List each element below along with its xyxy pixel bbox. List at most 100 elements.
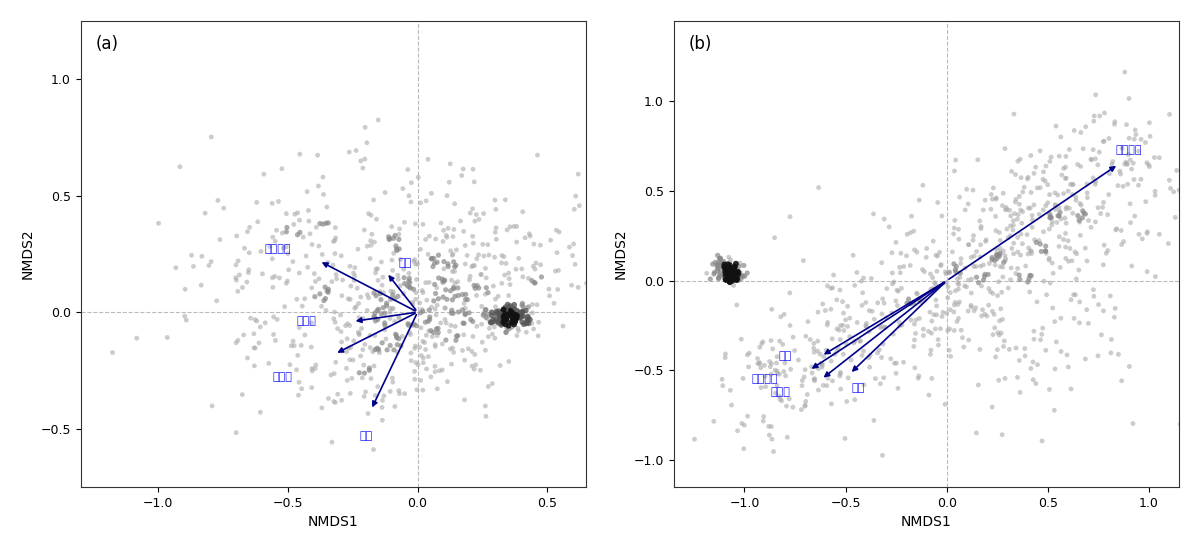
Point: [316, 294, 335, 303]
Point: [391, 282, 410, 290]
Point: [1051, 133, 1070, 141]
Point: [1036, 177, 1055, 185]
Point: [384, 288, 403, 296]
Point: [416, 345, 436, 354]
Point: [859, 354, 878, 362]
Point: [950, 192, 970, 201]
Point: [829, 343, 848, 352]
Point: [721, 386, 740, 395]
Point: [341, 282, 360, 290]
Point: [1030, 236, 1049, 245]
Point: [349, 299, 368, 308]
Point: [1010, 251, 1030, 260]
Point: [913, 265, 932, 274]
Point: [944, 307, 964, 316]
Point: [332, 396, 352, 405]
Point: [734, 444, 754, 453]
Point: [332, 292, 352, 300]
Point: [505, 310, 524, 319]
Point: [520, 229, 539, 238]
Point: [1050, 208, 1069, 217]
Point: [1132, 175, 1151, 184]
Point: [722, 275, 742, 284]
Point: [727, 268, 746, 277]
Point: [629, 212, 648, 221]
Point: [434, 265, 454, 273]
Point: [419, 352, 438, 361]
Point: [366, 292, 385, 300]
Point: [469, 250, 488, 259]
Point: [1072, 201, 1091, 210]
Point: [1042, 213, 1061, 222]
Point: [995, 251, 1014, 260]
Point: [859, 306, 878, 315]
Point: [863, 307, 882, 316]
Point: [506, 312, 526, 321]
Point: [311, 289, 330, 298]
Point: [385, 317, 404, 326]
Point: [952, 259, 971, 268]
Point: [365, 312, 384, 321]
Point: [445, 262, 464, 271]
Point: [239, 265, 258, 274]
Point: [752, 339, 772, 348]
Point: [1136, 197, 1156, 206]
Point: [384, 304, 403, 313]
Point: [770, 392, 790, 401]
Point: [784, 403, 803, 411]
Point: [1177, 81, 1196, 90]
Point: [486, 223, 505, 232]
Point: [803, 368, 822, 377]
Point: [647, 425, 666, 434]
Point: [736, 272, 755, 280]
Point: [419, 155, 438, 164]
Point: [1027, 238, 1046, 247]
Point: [436, 276, 455, 285]
Point: [481, 318, 500, 327]
Point: [1075, 210, 1094, 218]
Point: [266, 336, 286, 345]
Point: [738, 412, 757, 421]
Text: (b): (b): [689, 35, 713, 53]
Point: [492, 279, 511, 288]
Point: [251, 323, 270, 332]
Point: [491, 309, 510, 318]
Point: [739, 349, 758, 358]
Point: [324, 237, 343, 246]
Point: [366, 345, 385, 354]
Point: [337, 364, 356, 373]
Point: [1056, 174, 1075, 183]
Point: [565, 205, 584, 213]
Point: [713, 381, 732, 390]
Point: [235, 244, 254, 252]
Point: [954, 343, 973, 351]
Point: [1042, 212, 1061, 221]
Point: [228, 287, 247, 296]
Point: [854, 346, 874, 355]
Point: [1079, 216, 1098, 225]
Point: [517, 328, 536, 337]
Point: [491, 312, 510, 321]
Point: [1086, 177, 1105, 186]
Point: [860, 363, 880, 372]
Point: [1037, 290, 1056, 299]
Point: [1115, 160, 1134, 168]
Point: [383, 373, 402, 382]
Point: [1067, 249, 1086, 258]
Point: [365, 238, 384, 246]
Point: [949, 285, 968, 294]
Point: [448, 277, 467, 286]
Point: [419, 250, 438, 258]
Point: [792, 405, 811, 414]
Point: [326, 358, 346, 367]
Point: [407, 386, 426, 394]
Point: [510, 314, 529, 322]
Point: [941, 288, 960, 297]
Point: [991, 328, 1010, 337]
Point: [563, 251, 582, 260]
Point: [840, 332, 859, 341]
Point: [312, 404, 331, 412]
Point: [505, 314, 524, 322]
Point: [384, 249, 403, 258]
Point: [761, 362, 780, 371]
